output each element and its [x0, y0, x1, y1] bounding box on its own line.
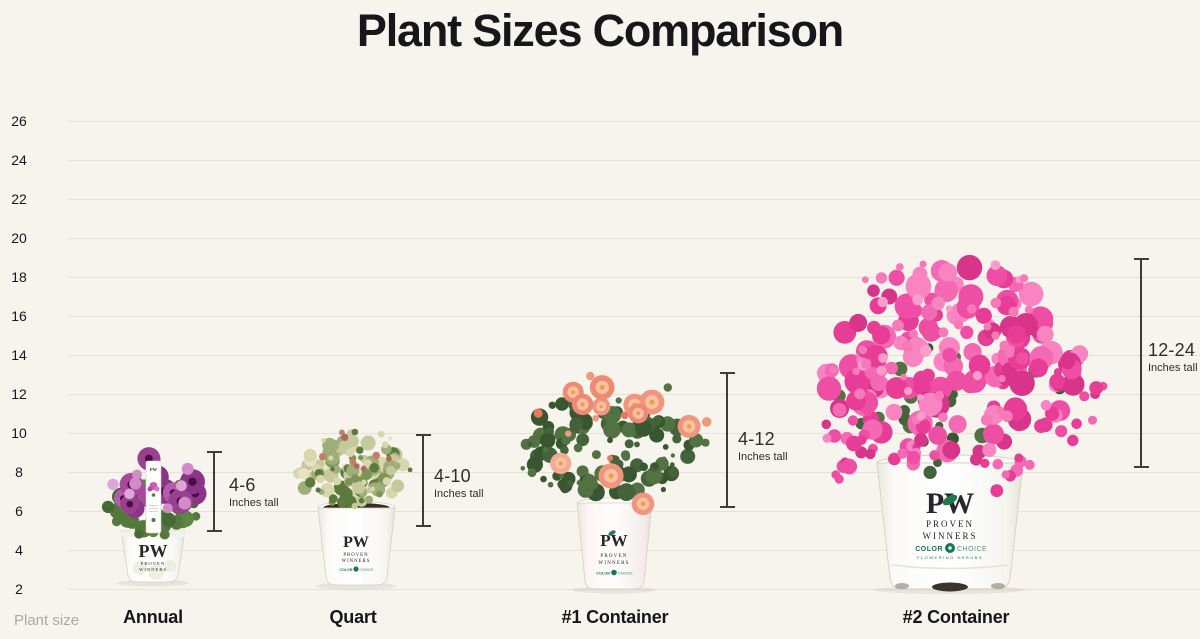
y-tick-label: 2: [15, 580, 23, 597]
measure-label-quart: 4-10 Inches tall: [434, 466, 484, 500]
measure-line-quart: [415, 434, 431, 527]
height-units: Inches tall: [1148, 362, 1198, 374]
measure-line-container-2: [1133, 258, 1149, 468]
height-range: 4-6: [229, 475, 256, 495]
y-tick-label: 12: [11, 385, 27, 402]
gridline: [68, 432, 1200, 434]
gridline: [68, 471, 1200, 473]
y-tick-label: 16: [11, 307, 27, 324]
height-range: 4-10: [434, 466, 471, 486]
gridline: [68, 159, 1200, 161]
gridline: [68, 276, 1200, 278]
gridline: [68, 588, 1200, 590]
gridline: [68, 237, 1200, 239]
chart-title: Plant Sizes Comparison: [356, 5, 844, 56]
height-units: Inches tall: [738, 451, 788, 463]
measure-label-annual: 4-6 Inches tall: [229, 475, 279, 509]
gridline: [68, 120, 1200, 122]
gridline: [68, 315, 1200, 317]
category-label-container-2: #2 Container: [902, 607, 1010, 627]
y-tick-label: 8: [15, 463, 23, 480]
y-tick-label: 14: [11, 346, 27, 363]
category-label-annual: Annual: [123, 607, 183, 627]
x-axis-title: Plant size: [14, 612, 80, 629]
gridline: [68, 354, 1200, 356]
measure-line-annual: [206, 451, 222, 532]
y-tick-label: 6: [15, 502, 23, 519]
gridline: [68, 510, 1200, 512]
y-tick-label: 26: [11, 112, 27, 129]
y-tick-label: 22: [11, 190, 27, 207]
y-tick-label: 10: [11, 424, 27, 441]
y-tick-label: 4: [15, 541, 23, 558]
height-units: Inches tall: [229, 497, 279, 509]
y-tick-label: 18: [11, 268, 27, 285]
y-tick-label: 24: [11, 151, 27, 168]
height-units: Inches tall: [434, 488, 484, 500]
measure-label-container-1: 4-12 Inches tall: [738, 429, 788, 463]
category-label-quart: Quart: [329, 607, 377, 627]
gridline: [68, 549, 1200, 551]
measure-label-container-2: 12-24 Inches tall: [1148, 340, 1198, 374]
category-label-container-1: #1 Container: [561, 607, 669, 627]
y-tick-label: 20: [11, 229, 27, 246]
measure-line-container-1: [719, 372, 735, 508]
gridline: [68, 198, 1200, 200]
height-range: 12-24: [1148, 340, 1196, 360]
gridline: [68, 393, 1200, 395]
height-range: 4-12: [738, 429, 775, 449]
